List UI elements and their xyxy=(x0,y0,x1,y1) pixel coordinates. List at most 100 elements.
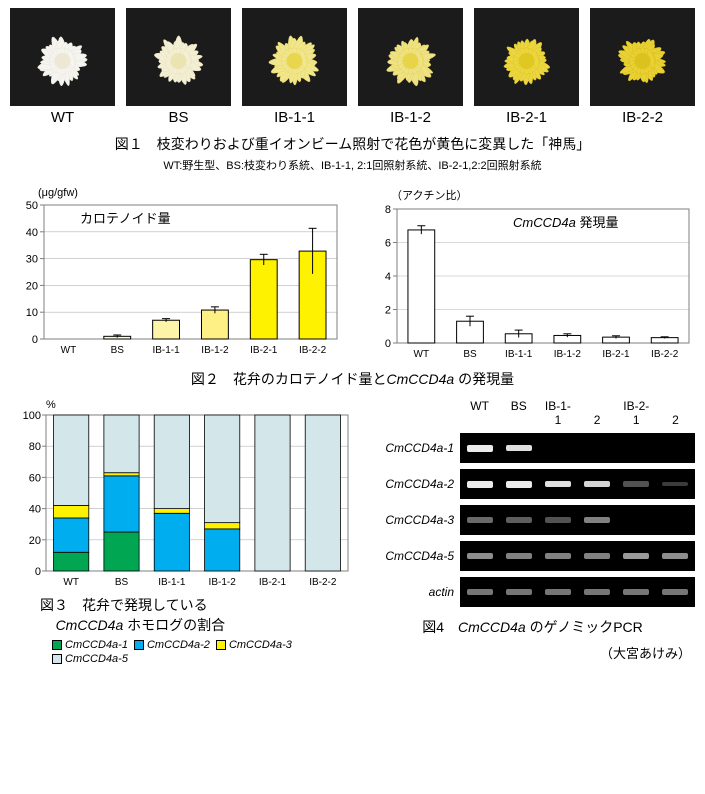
svg-text:IB-2-2: IB-2-2 xyxy=(309,577,337,588)
fig2-left: (μg/gfw) 01020304050WTBSIB-1-1IB-1-2IB-2… xyxy=(10,187,343,363)
gel-row: CmCCD4a-2 xyxy=(370,469,695,499)
photo-label: IB-2-2 xyxy=(622,109,663,126)
gel-band xyxy=(545,481,571,488)
gel-band xyxy=(545,553,571,559)
svg-text:IB-2-1: IB-2-1 xyxy=(259,577,287,588)
photo-label: WT xyxy=(51,109,74,126)
svg-text:100: 100 xyxy=(23,411,41,422)
lane-subheader: 2 xyxy=(578,413,617,427)
svg-text:50: 50 xyxy=(26,200,38,212)
svg-text:BS: BS xyxy=(115,577,129,588)
fig1-subcaption: WT:野生型、BS:枝変わり系統、IB-1-1, 2:1回照射系統、IB-2-1… xyxy=(10,157,695,173)
gel-band xyxy=(623,553,649,559)
fig4: WTBSIB-1-IB-2-1212 CmCCD4a-1 CmCCD4a-2 CmC… xyxy=(370,399,695,665)
svg-text:20: 20 xyxy=(29,535,41,547)
gel-band xyxy=(467,517,493,522)
gel-strip xyxy=(460,505,695,535)
gel-band xyxy=(506,553,532,559)
gel-band xyxy=(545,517,571,522)
gel-band xyxy=(506,517,532,522)
gel-band xyxy=(584,589,610,595)
flower-photo xyxy=(10,8,115,106)
photo-label: IB-2-1 xyxy=(506,109,547,126)
svg-text:20: 20 xyxy=(26,280,38,292)
legend-swatch xyxy=(52,640,62,650)
legend-item: CmCCD4a-1 xyxy=(52,639,128,651)
gel-band xyxy=(584,517,610,523)
fig4-caption-italic: CmCCD4a xyxy=(458,619,526,635)
fig2-right-yunit: （アクチン比） xyxy=(391,187,695,203)
photo-item: IB-2-1 xyxy=(474,8,579,126)
lane-header: IB-2- xyxy=(617,399,656,413)
gel-band xyxy=(506,481,532,488)
svg-text:30: 30 xyxy=(26,254,38,266)
fig4-caption-suffix: のゲノミックPCR xyxy=(526,619,643,635)
fig2-caption: 図２ 花弁のカロテノイド量とCmCCD4a の発現量 xyxy=(10,369,695,389)
fig3-legend: CmCCD4a-1 CmCCD4a-2 CmCCD4a-3 CmCCD4a-5 xyxy=(52,639,352,665)
gel-band xyxy=(584,446,610,450)
gel-header-sub: 1212 xyxy=(460,413,695,427)
legend-swatch xyxy=(52,654,62,664)
fig2-right: （アクチン比） 02468WTBSIB-1-1IB-1-2IB-2-1IB-2-… xyxy=(363,187,695,363)
flower-photo xyxy=(126,8,231,106)
svg-text:カロテノイド量: カロテノイド量 xyxy=(80,211,171,226)
svg-text:CmCCD4a 発現量: CmCCD4a 発現量 xyxy=(513,215,618,230)
lane-header: WT xyxy=(460,399,499,413)
svg-text:IB-2-2: IB-2-2 xyxy=(651,349,679,360)
legend-label: CmCCD4a-3 xyxy=(229,639,292,651)
gel-row: CmCCD4a-1 xyxy=(370,433,695,463)
bar-chart: 02468WTBSIB-1-1IB-1-2IB-2-1IB-2-2CmCCD4a… xyxy=(363,203,695,363)
legend-label: CmCCD4a-1 xyxy=(65,639,128,651)
lane-header xyxy=(578,399,617,413)
gel-band xyxy=(662,589,688,595)
fig2-caption-suffix: の発現量 xyxy=(454,371,514,387)
fig3-caption-suffix: ホモログの割合 xyxy=(123,617,225,633)
gel-header-top: WTBSIB-1-IB-2- xyxy=(460,399,695,413)
bottom-row: % 020406080100WTBSIB-1-1IB-1-2IB-2-1IB-2… xyxy=(10,399,695,665)
gel-row: actin xyxy=(370,577,695,607)
lane-header xyxy=(656,399,695,413)
gel-band xyxy=(545,589,571,595)
flower-photo xyxy=(242,8,347,106)
legend-item: CmCCD4a-2 xyxy=(134,639,210,651)
gel-band xyxy=(467,445,493,452)
fig2-caption-prefix: 図２ 花弁のカロテノイド量と xyxy=(191,371,387,387)
gel-band xyxy=(662,446,688,450)
svg-text:WT: WT xyxy=(414,349,430,360)
fig2-row: (μg/gfw) 01020304050WTBSIB-1-1IB-1-2IB-2… xyxy=(10,187,695,363)
legend-swatch xyxy=(134,640,144,650)
photo-label: BS xyxy=(168,109,188,126)
fig2-left-yunit: (μg/gfw) xyxy=(38,187,343,199)
svg-text:IB-1-2: IB-1-2 xyxy=(209,577,237,588)
gel-row: CmCCD4a-5 xyxy=(370,541,695,571)
lane-subheader: 1 xyxy=(538,413,577,427)
flower-photo xyxy=(474,8,579,106)
lane-subheader xyxy=(460,413,499,427)
flower-photo xyxy=(590,8,695,106)
gel-strip xyxy=(460,541,695,571)
fig2-caption-italic: CmCCD4a xyxy=(387,371,455,387)
gel-band xyxy=(584,481,610,488)
gel-band xyxy=(545,446,571,450)
svg-text:0: 0 xyxy=(385,338,391,350)
lane-header: BS xyxy=(499,399,538,413)
gel-row-name: CmCCD4a-2 xyxy=(370,477,460,491)
gel-band xyxy=(662,518,688,522)
lane-subheader: 1 xyxy=(617,413,656,427)
photo-item: IB-1-1 xyxy=(242,8,347,126)
gel-row-name: CmCCD4a-3 xyxy=(370,513,460,527)
svg-text:10: 10 xyxy=(26,307,38,319)
photo-item: WT xyxy=(10,8,115,126)
legend-label: CmCCD4a-5 xyxy=(65,653,128,665)
svg-text:IB-1-2: IB-1-2 xyxy=(201,345,229,356)
svg-text:4: 4 xyxy=(385,271,391,283)
gel-band xyxy=(584,553,610,559)
svg-text:IB-2-1: IB-2-1 xyxy=(602,349,630,360)
svg-text:8: 8 xyxy=(385,204,391,216)
fig1-caption: 図１ 枝変わりおよび重イオンビーム照射で花色が黄色に変異した「神馬」 xyxy=(10,134,695,154)
svg-text:6: 6 xyxy=(385,238,391,250)
photo-item: IB-1-2 xyxy=(358,8,463,126)
svg-text:IB-2-2: IB-2-2 xyxy=(299,345,327,356)
lane-subheader xyxy=(499,413,538,427)
svg-text:WT: WT xyxy=(63,577,79,588)
